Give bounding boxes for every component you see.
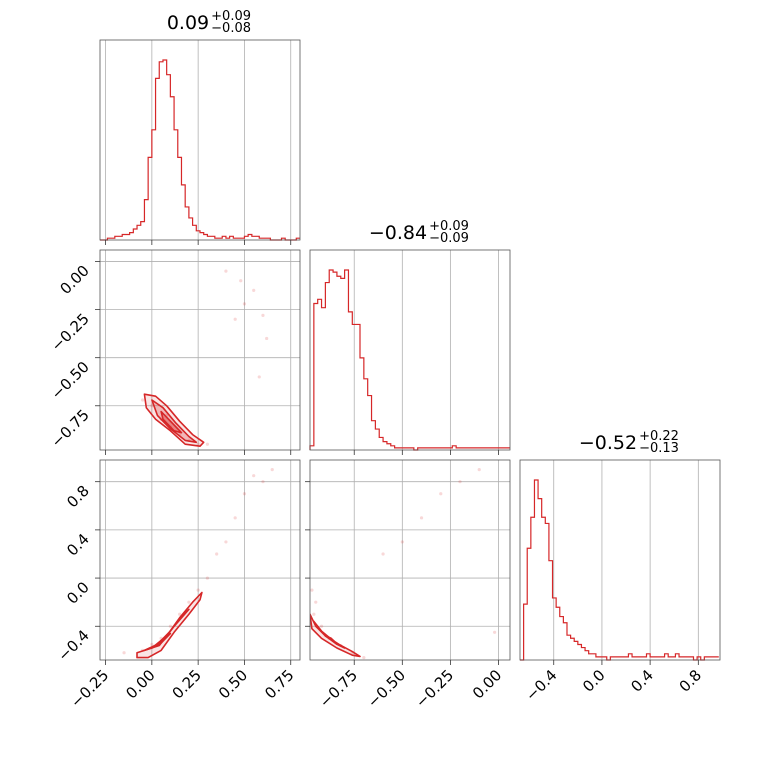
title-lower-error-p0: −0.08	[211, 21, 251, 36]
sample-point	[239, 279, 243, 283]
sample-point	[362, 655, 366, 660]
x-tick-label-p1: −0.75	[316, 666, 361, 711]
contour-level-3	[324, 635, 336, 643]
x-tick-label-p1: −0.25	[412, 666, 457, 711]
y-tick-label-p2: 0.8	[63, 482, 93, 512]
sample-point	[400, 540, 404, 544]
sample-point	[252, 474, 256, 478]
sample-point	[458, 480, 462, 484]
sample-point	[168, 624, 172, 628]
sample-point	[140, 398, 145, 402]
y-tick-label-p1: −0.50	[48, 358, 93, 403]
panel-frame	[99, 249, 301, 451]
title-median-p0: 0.09	[167, 12, 209, 34]
sample-point	[196, 442, 200, 446]
histogram-p2	[520, 479, 719, 661]
sample-point	[312, 612, 316, 616]
sample-point	[187, 600, 191, 604]
sample-point	[178, 612, 182, 616]
y-tick-label-p1: 0.00	[56, 262, 92, 298]
x-tick-label-p0: 0.00	[122, 666, 158, 702]
sample-point	[439, 492, 443, 496]
panel-frame	[99, 39, 301, 241]
frame-layer	[95, 39, 721, 665]
data-layer	[100, 59, 719, 661]
sample-point	[122, 651, 126, 655]
contour-level-2	[151, 399, 198, 444]
sample-point	[314, 600, 318, 604]
y-tick-label-p2: 0.0	[63, 578, 93, 608]
sample-point	[215, 552, 219, 556]
contour-level-3	[160, 410, 183, 434]
panel-frame	[309, 459, 511, 661]
sample-point	[310, 588, 314, 592]
y-tick-label-p1: −0.25	[48, 310, 93, 355]
sample-point	[270, 468, 274, 472]
x-tick-label-p0: −0.25	[67, 666, 112, 711]
panel-p0-p1	[140, 269, 269, 447]
contour-level-3	[151, 632, 172, 649]
panel-p1-p2	[310, 468, 497, 660]
title-upper-error-p2: +0.22	[639, 429, 679, 444]
sample-point	[252, 288, 256, 292]
sample-point	[233, 516, 237, 520]
x-tick-label-p0: 0.25	[169, 666, 205, 702]
histogram-p0	[100, 59, 300, 241]
title-upper-error-p0: +0.09	[211, 9, 251, 24]
title-lower-error-p2: −0.13	[639, 441, 679, 456]
sample-point	[265, 336, 269, 341]
sample-point	[233, 317, 237, 321]
sample-point	[493, 630, 497, 634]
x-tick-label-p1: −0.50	[364, 666, 409, 711]
sample-point	[261, 480, 265, 484]
sample-point	[419, 516, 424, 520]
x-tick-label-p0: 0.50	[215, 666, 251, 702]
sample-point	[477, 468, 481, 472]
sample-point	[257, 375, 261, 379]
sample-point	[205, 442, 210, 446]
y-tick-label-p2: −0.4	[54, 626, 92, 664]
title-median-p2: −0.52	[579, 432, 637, 454]
y-tick-label-p2: 0.4	[63, 530, 93, 560]
title-upper-error-p1: +0.09	[429, 219, 469, 234]
sample-point	[381, 552, 385, 556]
sample-point	[196, 588, 200, 592]
grid-layer	[100, 40, 699, 660]
y-tick-label-p1: −0.75	[48, 406, 93, 451]
sample-point	[150, 404, 154, 408]
contour-level-1	[310, 613, 361, 658]
panel-frame	[519, 459, 721, 661]
panel-frame	[309, 249, 511, 451]
title-median-p1: −0.84	[369, 222, 427, 244]
histogram-p1	[309, 269, 510, 451]
x-tick-label-p2: 0.8	[676, 666, 706, 696]
sample-point	[242, 302, 247, 306]
sample-point	[319, 624, 324, 628]
sample-point	[205, 576, 210, 580]
x-tick-label-p0: 0.75	[261, 666, 297, 702]
panel-frame	[99, 459, 301, 661]
sample-point	[224, 540, 228, 544]
x-tick-label-p1: 0.00	[469, 666, 505, 702]
text-layer: −0.25 0.00 0.25 0.50 0.75 −0.75 −0.50 −0.25 0.00…	[48, 9, 706, 711]
panel-p0-p2	[122, 468, 274, 659]
title-lower-error-p1: −0.09	[429, 231, 469, 246]
sample-point	[242, 492, 247, 496]
sample-point	[224, 269, 228, 273]
x-tick-label-p2: 0.0	[579, 666, 609, 696]
sample-point	[261, 313, 265, 317]
sample-point	[150, 642, 154, 646]
x-tick-label-p2: 0.4	[627, 666, 657, 696]
x-tick-label-p2: −0.4	[522, 666, 560, 704]
